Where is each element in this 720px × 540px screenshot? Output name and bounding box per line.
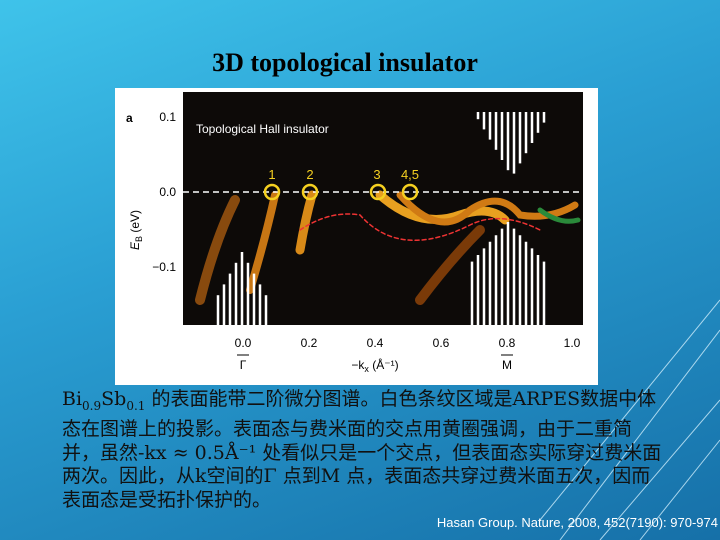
symmetry-label: Γ [240,358,247,372]
formula: Bi [62,388,83,410]
crossings [263,183,419,201]
caption-line: 两次。因此，从k空间的Γ 点到M 点，表面态共穿过费米面五次，因而 [62,465,651,488]
x-axis-title: −kx (Å⁻¹) [351,357,398,374]
slide-title: 3D topological insulator [212,48,478,77]
panel-label: a [126,111,133,125]
decor-lines [539,299,720,540]
y-title-sub: B [134,236,144,242]
x-title-sub: x [364,364,369,374]
caption-line: 表面态是受拓扑保护的。 [62,488,272,511]
x-tick-label: 1.0 [564,336,581,350]
y-title-unit: (eV) [128,210,142,236]
x-title-unit: (Å⁻¹) [369,357,399,372]
point-label: 2 [306,167,313,182]
formula: 0.1 [126,398,146,413]
caption-text: 的表面能带二阶微分图谱。白色条纹区域是ARPES数据中体 [145,388,657,410]
caption-line: Bi0.9Sb0.1 的表面能带二阶微分图谱。白色条纹区域是ARPES数据中体 [62,388,702,418]
caption-line: 并，虽然-kx ≈ 0.5Å⁻¹ 处看似只是一个交点，但表面态实际穿过费米面 [62,441,662,464]
caption-line: 态在图谱上的投影。表面态与费米面的交点用黄圈强调，由于二重简 [62,418,633,441]
y-tick-label: 0.1 [159,110,176,124]
formula: 0.9 [82,398,102,413]
plot-label: Topological Hall insulator [196,122,329,136]
x-title-symbol: −k [351,358,365,372]
x-tick-label: 0.0 [235,336,252,350]
point-label: 4,5 [401,167,419,182]
x-tick-label: 0.2 [301,336,318,350]
x-tick-label: 0.8 [499,336,516,350]
y-title-symbol: E [128,241,142,250]
point-label: 3 [373,167,380,182]
point-label: 1 [268,167,275,182]
formula: Sb [101,388,127,410]
x-tick-label: 0.4 [367,336,384,350]
y-axis-title: EB (eV) [128,210,144,250]
y-tick-label: −0.1 [152,260,176,274]
x-tick-label: 0.6 [433,336,450,350]
citation: Hasan Group. Nature, 2008, 452(7190): 97… [436,515,718,530]
caption: Bi0.9Sb0.1 的表面能带二阶微分图谱。白色条纹区域是ARPES数据中体 … [62,388,702,512]
symmetry-label: M [502,358,512,372]
y-tick-label: 0.0 [159,185,176,199]
bulk-projection [216,112,546,325]
